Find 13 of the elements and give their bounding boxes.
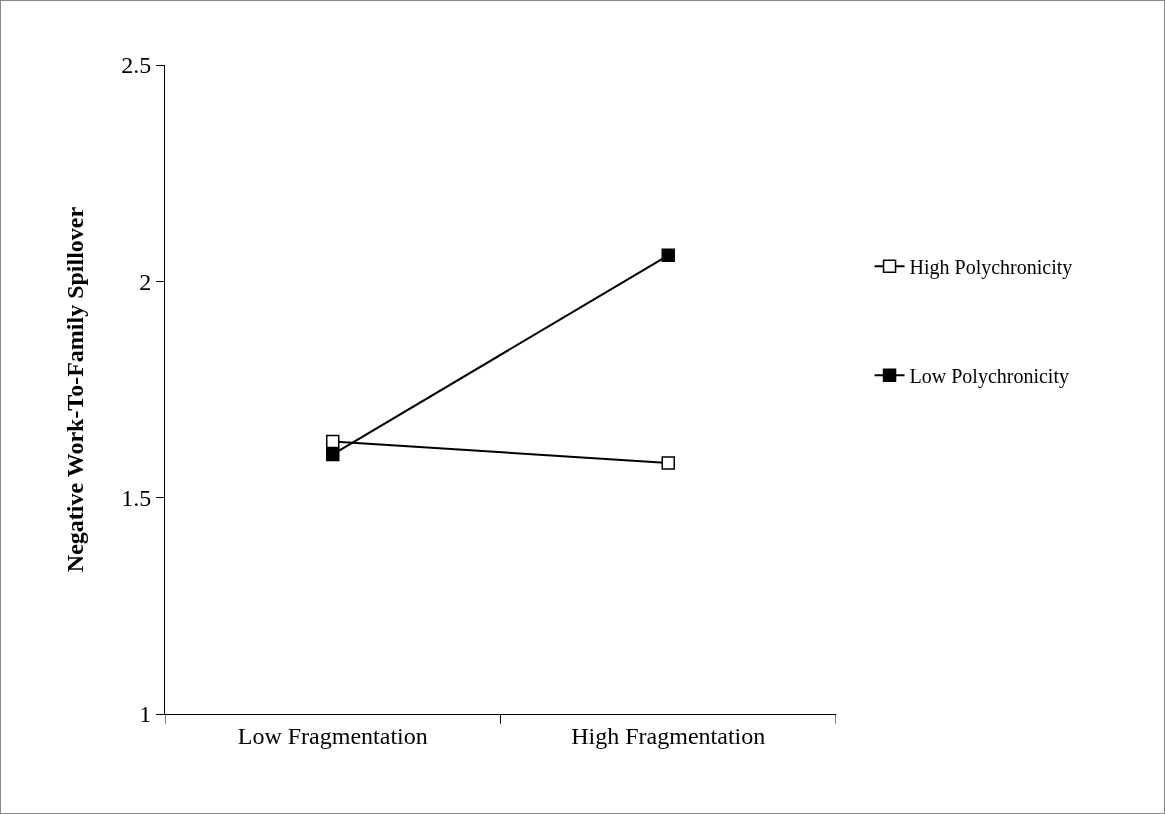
y-tick-label: 2 — [139, 268, 152, 295]
point — [326, 434, 340, 449]
point — [661, 248, 675, 263]
y-tick-label: 1 — [139, 701, 152, 728]
point — [661, 456, 675, 470]
y-axis-title: Negative Work-To-Family Spillover — [62, 206, 89, 573]
y-tick-label: 1.5 — [121, 485, 152, 512]
x-tick-label: High Fragmentation — [571, 722, 766, 749]
point — [326, 447, 340, 462]
legend-label: High Polychronicity — [909, 256, 1073, 280]
y-tick-label: 2.5 — [121, 52, 152, 79]
x-tick-label: Low Fragmentation — [237, 722, 428, 749]
legend-label: Low Polychronicity — [909, 365, 1069, 389]
